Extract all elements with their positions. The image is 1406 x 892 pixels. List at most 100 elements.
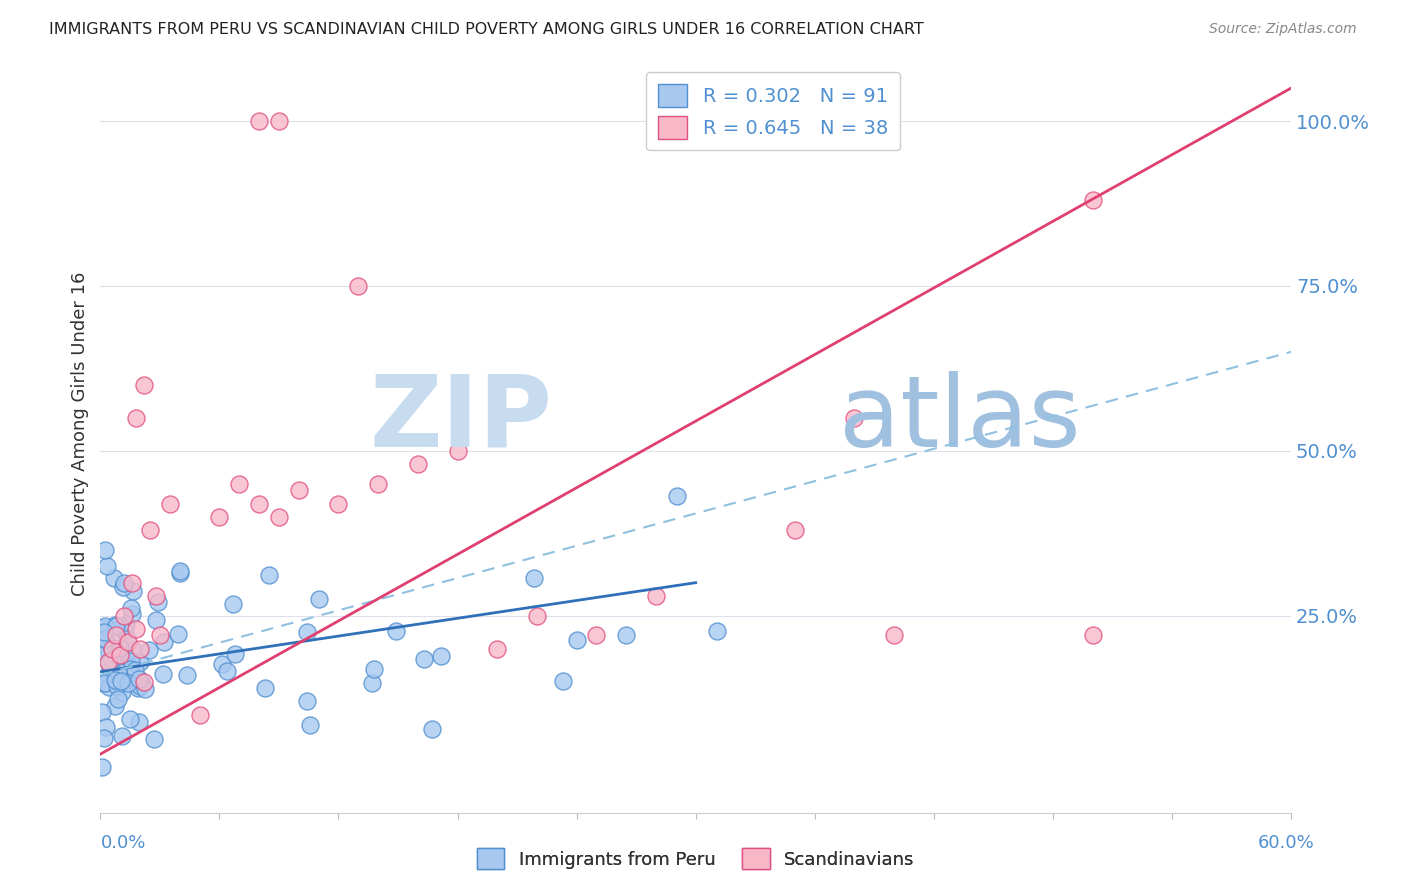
Point	[328, 497, 350, 511]
Text: ZIP: ZIP	[370, 371, 553, 467]
Point	[107, 665, 129, 679]
Point	[105, 673, 128, 688]
Point	[91, 645, 114, 659]
Point	[110, 674, 132, 689]
Point	[1081, 193, 1104, 207]
Point	[297, 694, 319, 708]
Point	[298, 718, 321, 732]
Point	[124, 663, 146, 677]
Point	[114, 624, 136, 639]
Point	[111, 685, 134, 699]
Point	[120, 654, 142, 668]
Point	[105, 628, 128, 642]
Text: Source: ZipAtlas.com: Source: ZipAtlas.com	[1209, 22, 1357, 37]
Point	[127, 681, 149, 696]
Point	[111, 729, 134, 743]
Point	[91, 760, 114, 774]
Point	[94, 633, 117, 648]
Point	[247, 497, 270, 511]
Point	[128, 672, 150, 686]
Point	[143, 731, 166, 746]
Point	[104, 618, 127, 632]
Point	[91, 621, 114, 635]
Point	[526, 608, 548, 623]
Point	[145, 589, 167, 603]
Point	[111, 581, 134, 595]
Point	[159, 497, 181, 511]
Point	[385, 624, 408, 638]
Point	[93, 731, 115, 746]
Point	[93, 625, 115, 640]
Point	[420, 722, 443, 736]
Point	[406, 457, 429, 471]
Point	[125, 622, 148, 636]
Point	[101, 641, 124, 656]
Point	[121, 575, 143, 590]
Point	[118, 712, 141, 726]
Point	[169, 566, 191, 580]
Point	[176, 668, 198, 682]
Point	[134, 681, 156, 696]
Point	[97, 655, 120, 669]
Point	[98, 656, 121, 670]
Point	[91, 706, 114, 720]
Point	[247, 114, 270, 128]
Point	[104, 673, 127, 687]
Point	[145, 613, 167, 627]
Point	[844, 410, 866, 425]
Point	[228, 476, 250, 491]
Point	[129, 679, 152, 693]
Point	[553, 674, 575, 689]
Point	[308, 591, 330, 606]
Point	[122, 584, 145, 599]
Point	[110, 621, 132, 635]
Point	[211, 657, 233, 672]
Point	[91, 676, 114, 690]
Point	[430, 648, 453, 663]
Point	[98, 645, 121, 659]
Point	[132, 377, 155, 392]
Y-axis label: Child Poverty Among Girls Under 16: Child Poverty Among Girls Under 16	[72, 272, 89, 597]
Point	[446, 443, 468, 458]
Point	[149, 628, 172, 642]
Text: IMMIGRANTS FROM PERU VS SCANDINAVIAN CHILD POVERTY AMONG GIRLS UNDER 16 CORRELAT: IMMIGRANTS FROM PERU VS SCANDINAVIAN CHI…	[49, 22, 924, 37]
Point	[120, 662, 142, 676]
Point	[222, 598, 245, 612]
Point	[97, 681, 120, 695]
Point	[94, 675, 117, 690]
Point	[100, 641, 122, 656]
Point	[129, 675, 152, 690]
Point	[105, 679, 128, 693]
Point	[94, 632, 117, 646]
Text: atlas: atlas	[838, 371, 1080, 467]
Point	[114, 618, 136, 632]
Point	[267, 114, 290, 128]
Point	[112, 608, 135, 623]
Point	[94, 676, 117, 690]
Point	[1081, 628, 1104, 642]
Point	[128, 655, 150, 669]
Point	[91, 632, 114, 646]
Point	[224, 648, 246, 662]
Point	[93, 543, 115, 558]
Point	[128, 715, 150, 730]
Point	[96, 720, 118, 734]
Point	[347, 279, 370, 293]
Legend: Immigrants from Peru, Scandinavians: Immigrants from Peru, Scandinavians	[470, 841, 921, 877]
Point	[188, 707, 211, 722]
Point	[98, 662, 121, 676]
Point	[122, 643, 145, 657]
Point	[297, 625, 319, 640]
Point	[112, 576, 135, 591]
Point	[361, 675, 384, 690]
Point	[288, 483, 311, 498]
Point	[585, 628, 607, 642]
Point	[110, 641, 132, 656]
Point	[125, 410, 148, 425]
Point	[614, 628, 637, 642]
Point	[138, 643, 160, 657]
Point	[114, 664, 136, 678]
Point	[117, 632, 139, 646]
Point	[883, 628, 905, 642]
Point	[121, 607, 143, 622]
